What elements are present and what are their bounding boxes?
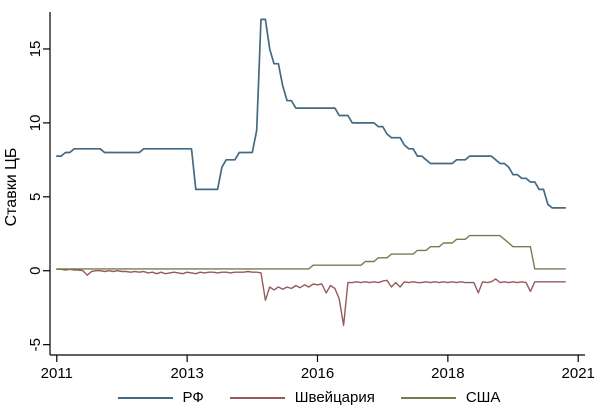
y-axis-title: Ставки ЦБ — [3, 148, 20, 227]
switzerland-line-swatch — [229, 396, 285, 399]
legend-item-rf: РФ — [117, 389, 204, 406]
y-tick-label: 15 — [27, 41, 44, 58]
legend-label-switzerland: Швейцария — [294, 389, 375, 406]
series-line-1 — [56, 268, 566, 327]
series-line-0 — [55, 18, 567, 209]
x-tick-label: 2018 — [431, 365, 464, 382]
legend-label-rf: РФ — [182, 389, 204, 406]
x-tick-label: 2013 — [170, 365, 203, 382]
plot-area: Ставки ЦБ -5 0 5 10 15 2011 2013 2016 2018 2021 — [3, 12, 595, 382]
y-tick-label: 5 — [27, 193, 44, 201]
x-tick-label: 2021 — [562, 365, 595, 382]
legend-item-switzerland: Швейцария — [229, 389, 375, 406]
rf-line-swatch — [117, 396, 173, 399]
legend-item-usa: США — [400, 389, 501, 406]
y-tick-label: 0 — [27, 267, 44, 275]
x-tick-label: 2011 — [41, 365, 73, 382]
legend: РФ Швейцария США — [0, 390, 600, 405]
axes: -5 0 5 10 15 2011 2013 2016 2018 2021 — [27, 12, 595, 382]
series-lines — [55, 18, 567, 327]
usa-line-swatch — [400, 396, 456, 399]
x-tick-label: 2016 — [301, 365, 334, 382]
series-line-2 — [56, 234, 566, 270]
y-tick-label: -5 — [27, 338, 44, 351]
y-tick-label: 10 — [27, 115, 44, 132]
legend-label-usa: США — [465, 389, 501, 406]
